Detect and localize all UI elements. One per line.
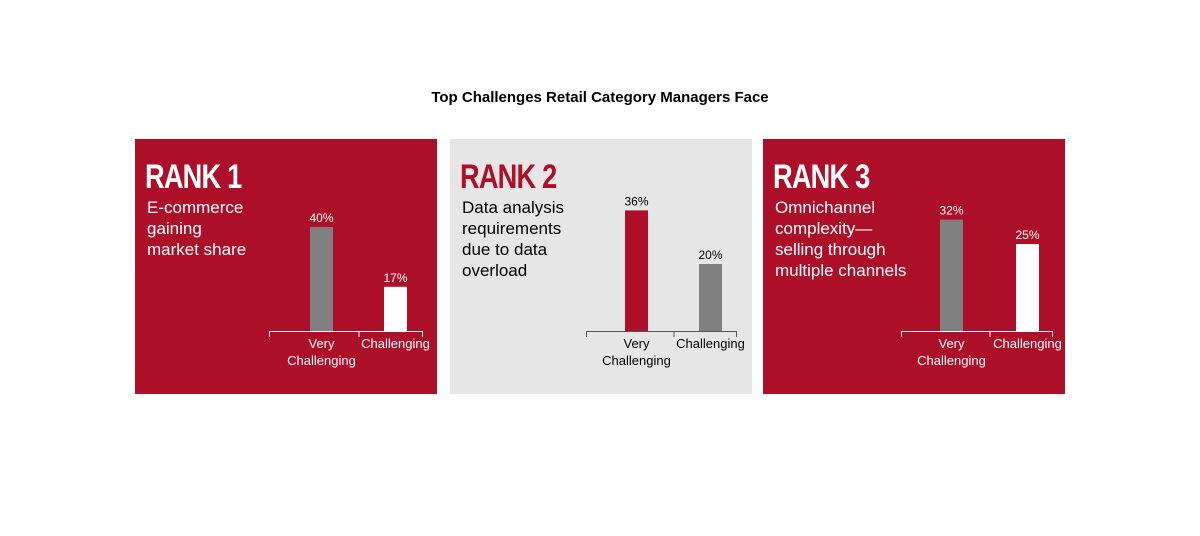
bar-very-challenging: [940, 219, 963, 331]
category-label: Challenging: [602, 353, 671, 368]
bar-challenging: [1016, 244, 1039, 331]
bar-challenging: [699, 264, 722, 331]
data-label: 20%: [698, 248, 722, 262]
category-label: Very: [938, 336, 965, 351]
description-line: multiple channels: [775, 261, 907, 280]
rank-2-panel: RANK 2 Data analysis requirements due to…: [450, 139, 752, 394]
rank-1-panel: RANK 1 E-commerce gaining market share 4…: [135, 139, 437, 394]
description-line: Omnichannel: [775, 198, 876, 217]
category-label: Very: [623, 336, 650, 351]
description-line: requirements: [462, 219, 562, 238]
description-line: overload: [462, 261, 528, 280]
description-line: due to data: [462, 240, 548, 259]
description-line: E-commerce: [147, 198, 244, 217]
bar-chart: 40% Very Challenging 17% Challenging: [269, 211, 430, 368]
category-label: Challenging: [917, 353, 986, 368]
data-label: 36%: [624, 194, 648, 208]
category-label: Challenging: [361, 336, 430, 351]
description-line: selling through: [775, 240, 886, 259]
description-line: complexity—: [775, 219, 873, 238]
challenge-description: E-commerce gaining market share: [147, 197, 297, 260]
data-label: 40%: [309, 211, 333, 225]
data-label: 32%: [939, 204, 963, 218]
bar-chart: 32% Very Challenging 25% Challenging: [901, 204, 1062, 368]
description-line: gaining: [147, 219, 202, 238]
description-line: Data analysis: [462, 198, 565, 217]
bar-very-challenging: [310, 227, 333, 331]
category-label: Challenging: [676, 336, 745, 351]
challenge-description: Omnichannel complexity— selling through …: [775, 197, 925, 281]
chart-title: Top Challenges Retail Category Managers …: [431, 89, 769, 106]
bar-chart: 36% Very Challenging 20% Challenging: [586, 194, 745, 368]
bar-very-challenging: [625, 210, 648, 331]
rank-3-panel: RANK 3 Omnichannel complexity— selling t…: [763, 139, 1065, 394]
data-label: 25%: [1015, 228, 1039, 242]
bar-challenging: [384, 286, 407, 331]
challenge-description: Data analysis requirements due to data o…: [462, 197, 612, 281]
data-label: 17%: [383, 271, 407, 285]
category-label: Very: [308, 336, 335, 351]
category-label: Challenging: [993, 336, 1062, 351]
category-label: Challenging: [287, 353, 356, 368]
rank-label: RANK 2: [460, 158, 557, 196]
rank-label: RANK 1: [145, 158, 242, 196]
description-line: market share: [147, 240, 247, 259]
rank-label: RANK 3: [773, 158, 870, 196]
